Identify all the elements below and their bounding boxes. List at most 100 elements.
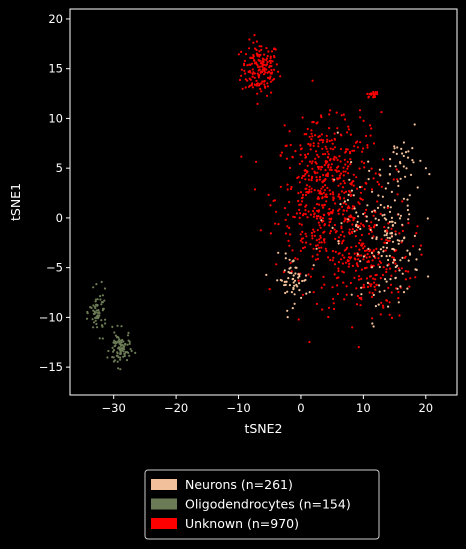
scatter-point bbox=[379, 174, 382, 177]
scatter-point bbox=[253, 72, 256, 75]
x-tick-label: 10 bbox=[356, 401, 371, 415]
scatter-point bbox=[350, 215, 353, 218]
scatter-point bbox=[317, 167, 320, 170]
scatter-point bbox=[307, 178, 310, 181]
scatter-point bbox=[360, 254, 363, 257]
scatter-point bbox=[320, 246, 323, 249]
scatter-point bbox=[369, 124, 372, 127]
y-tick-label: −15 bbox=[39, 360, 63, 374]
scatter-point bbox=[380, 301, 383, 304]
scatter-point bbox=[328, 207, 331, 211]
scatter-point bbox=[118, 341, 121, 344]
scatter-point bbox=[385, 246, 388, 249]
scatter-point bbox=[266, 85, 269, 88]
scatter-point bbox=[251, 82, 254, 85]
scatter-point bbox=[283, 284, 286, 287]
scatter-point bbox=[117, 367, 120, 370]
scatter-point bbox=[103, 287, 107, 290]
scatter-point bbox=[375, 237, 378, 241]
scatter-point bbox=[399, 285, 402, 288]
scatter-point bbox=[343, 200, 346, 203]
scatter-point bbox=[350, 293, 353, 296]
scatter-point bbox=[390, 274, 393, 277]
scatter-point bbox=[93, 312, 96, 315]
scatter-point bbox=[305, 170, 308, 173]
scatter-point bbox=[313, 230, 316, 233]
scatter-point bbox=[394, 230, 397, 233]
scatter-point bbox=[336, 127, 339, 130]
scatter-point bbox=[360, 244, 363, 247]
scatter-point bbox=[97, 309, 100, 312]
scatter-point bbox=[322, 204, 325, 207]
scatter-point bbox=[370, 188, 374, 191]
scatter-point bbox=[359, 260, 362, 263]
scatter-point bbox=[325, 134, 328, 137]
scatter-point bbox=[336, 166, 339, 169]
scatter-point bbox=[359, 116, 362, 119]
scatter-point bbox=[116, 354, 119, 357]
scatter-point bbox=[325, 193, 328, 196]
scatter-point bbox=[276, 279, 279, 282]
scatter-point bbox=[269, 204, 272, 207]
scatter-point bbox=[266, 54, 269, 58]
scatter-point bbox=[325, 249, 328, 252]
scatter-point bbox=[308, 135, 311, 138]
scatter-point bbox=[371, 237, 374, 240]
scatter-point bbox=[400, 147, 403, 150]
scatter-point bbox=[362, 247, 365, 250]
scatter-point bbox=[321, 204, 324, 207]
scatter-point bbox=[309, 275, 312, 278]
scatter-point bbox=[361, 150, 364, 153]
scatter-point bbox=[366, 144, 369, 147]
scatter-point bbox=[288, 258, 291, 261]
legend-box bbox=[144, 469, 380, 540]
scatter-point bbox=[366, 146, 369, 149]
scatter-point bbox=[358, 167, 361, 170]
scatter-point bbox=[377, 194, 380, 197]
scatter-point bbox=[414, 276, 417, 279]
scatter-point bbox=[341, 254, 344, 257]
scatter-point bbox=[341, 230, 344, 233]
scatter-point bbox=[246, 79, 249, 82]
scatter-point bbox=[293, 302, 296, 305]
scatter-point bbox=[297, 279, 300, 282]
scatter-point bbox=[259, 53, 262, 57]
scatter-point bbox=[355, 223, 358, 226]
scatter-point bbox=[376, 200, 379, 203]
scatter-point bbox=[362, 212, 365, 216]
scatter-point bbox=[315, 150, 318, 153]
scatter-point bbox=[337, 193, 341, 196]
scatter-point bbox=[395, 152, 398, 155]
scatter-point bbox=[283, 280, 286, 283]
scatter-point bbox=[360, 185, 363, 188]
y-tick-label: 10 bbox=[48, 111, 63, 125]
scatter-point bbox=[305, 133, 308, 136]
scatter-point bbox=[370, 264, 373, 267]
scatter-point bbox=[297, 318, 300, 321]
scatter-point bbox=[393, 147, 396, 150]
scatter-point bbox=[119, 358, 122, 361]
scatter-point bbox=[350, 256, 353, 259]
scatter-point bbox=[349, 281, 352, 285]
scatter-point bbox=[300, 196, 304, 200]
scatter-point bbox=[279, 75, 282, 78]
scatter-point bbox=[335, 170, 338, 173]
scatter-point bbox=[288, 284, 291, 287]
scatter-point bbox=[283, 124, 286, 127]
x-axis: −30 −20 −10 0 10 20 bbox=[102, 395, 433, 415]
scatter-point bbox=[269, 232, 272, 235]
scatter-point bbox=[123, 354, 126, 358]
scatter-point bbox=[373, 255, 376, 258]
scatter-point bbox=[257, 69, 260, 72]
scatter-point bbox=[364, 134, 368, 138]
scatter-point bbox=[308, 160, 311, 163]
scatter-point bbox=[256, 82, 259, 85]
scatter-point bbox=[402, 291, 406, 294]
scatter-point bbox=[312, 247, 315, 250]
scatter-point bbox=[299, 239, 302, 242]
scatter-point bbox=[324, 184, 327, 187]
scatter-point bbox=[359, 227, 362, 231]
scatter-point bbox=[261, 80, 264, 83]
scatter-point bbox=[381, 214, 384, 217]
scatter-point bbox=[273, 47, 276, 50]
